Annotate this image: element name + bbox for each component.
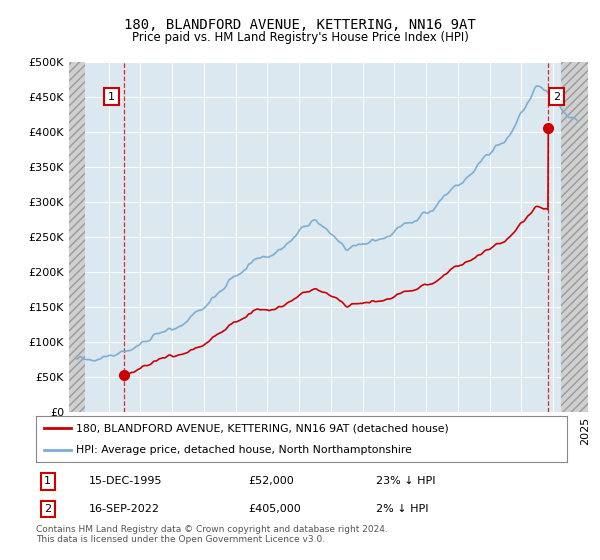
Text: 2% ↓ HPI: 2% ↓ HPI (376, 504, 428, 514)
Text: £405,000: £405,000 (248, 504, 301, 514)
Text: £52,000: £52,000 (248, 476, 294, 486)
Text: Contains HM Land Registry data © Crown copyright and database right 2024.
This d: Contains HM Land Registry data © Crown c… (36, 525, 388, 544)
Text: 15-DEC-1995: 15-DEC-1995 (89, 476, 163, 486)
Bar (561, 62, 588, 412)
Text: Price paid vs. HM Land Registry's House Price Index (HPI): Price paid vs. HM Land Registry's House … (131, 31, 469, 44)
Text: HPI: Average price, detached house, North Northamptonshire: HPI: Average price, detached house, Nort… (76, 445, 412, 455)
Text: 180, BLANDFORD AVENUE, KETTERING, NN16 9AT (detached house): 180, BLANDFORD AVENUE, KETTERING, NN16 9… (76, 423, 449, 433)
Text: 2: 2 (553, 92, 560, 101)
Text: 180, BLANDFORD AVENUE, KETTERING, NN16 9AT: 180, BLANDFORD AVENUE, KETTERING, NN16 9… (124, 18, 476, 32)
Text: 2: 2 (44, 504, 51, 514)
Text: 1: 1 (44, 476, 51, 486)
Text: 1: 1 (107, 92, 115, 101)
Text: 16-SEP-2022: 16-SEP-2022 (89, 504, 160, 514)
Bar (69, 62, 85, 412)
Text: 23% ↓ HPI: 23% ↓ HPI (376, 476, 436, 486)
